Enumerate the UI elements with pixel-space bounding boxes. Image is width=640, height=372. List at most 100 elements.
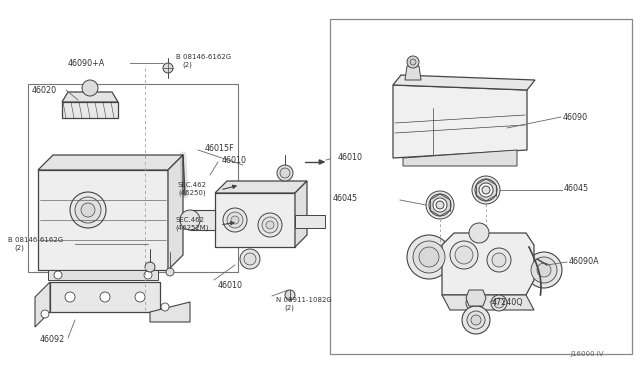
Text: N 08911-1082G: N 08911-1082G xyxy=(276,297,332,303)
Text: B 08146-6162G: B 08146-6162G xyxy=(176,54,231,60)
Circle shape xyxy=(526,252,562,288)
Circle shape xyxy=(258,213,282,237)
Text: SEC.462: SEC.462 xyxy=(175,217,204,223)
Polygon shape xyxy=(48,270,158,280)
Circle shape xyxy=(180,210,200,230)
Circle shape xyxy=(467,311,485,329)
Circle shape xyxy=(433,198,447,212)
Circle shape xyxy=(266,221,274,229)
Circle shape xyxy=(285,290,295,300)
Circle shape xyxy=(227,212,243,228)
Text: 46010: 46010 xyxy=(222,155,247,164)
Circle shape xyxy=(82,80,98,96)
Polygon shape xyxy=(215,193,295,247)
Text: (2): (2) xyxy=(14,245,24,251)
Text: (46252M): (46252M) xyxy=(175,225,209,231)
Circle shape xyxy=(436,201,444,209)
Bar xyxy=(28,84,238,272)
Polygon shape xyxy=(38,155,183,170)
Circle shape xyxy=(419,247,439,267)
Circle shape xyxy=(479,183,493,197)
Circle shape xyxy=(410,59,416,65)
Text: 46010: 46010 xyxy=(218,280,243,289)
Circle shape xyxy=(407,56,419,68)
Circle shape xyxy=(70,192,106,228)
Circle shape xyxy=(145,262,155,272)
Polygon shape xyxy=(295,215,325,228)
Circle shape xyxy=(166,268,174,276)
Text: (2): (2) xyxy=(284,305,294,311)
Circle shape xyxy=(537,263,551,277)
Circle shape xyxy=(426,191,454,219)
Circle shape xyxy=(472,176,500,204)
Circle shape xyxy=(65,292,75,302)
Text: 46020: 46020 xyxy=(32,86,57,94)
Circle shape xyxy=(223,208,247,232)
Text: 46090: 46090 xyxy=(563,112,588,122)
Circle shape xyxy=(135,292,145,302)
Polygon shape xyxy=(38,170,168,270)
Text: (2): (2) xyxy=(182,62,192,68)
Circle shape xyxy=(161,303,169,311)
Circle shape xyxy=(81,203,95,217)
Text: 46090+A: 46090+A xyxy=(68,58,105,67)
Circle shape xyxy=(262,217,278,233)
Text: 46092: 46092 xyxy=(40,336,65,344)
Circle shape xyxy=(462,306,490,334)
Polygon shape xyxy=(393,85,527,158)
Polygon shape xyxy=(405,66,421,80)
Circle shape xyxy=(471,315,481,325)
Circle shape xyxy=(469,223,489,243)
Circle shape xyxy=(487,248,511,272)
Polygon shape xyxy=(393,75,535,90)
Circle shape xyxy=(407,235,451,279)
Circle shape xyxy=(531,257,557,283)
Circle shape xyxy=(163,63,173,73)
Polygon shape xyxy=(403,150,517,166)
Text: 46015F: 46015F xyxy=(205,144,235,153)
Circle shape xyxy=(41,310,49,318)
Circle shape xyxy=(231,216,239,224)
Bar xyxy=(330,19,632,354)
Text: J16000 IV: J16000 IV xyxy=(570,351,604,357)
Circle shape xyxy=(54,271,62,279)
Polygon shape xyxy=(295,181,307,247)
Polygon shape xyxy=(215,181,307,193)
Polygon shape xyxy=(150,302,190,322)
Polygon shape xyxy=(62,102,118,118)
Polygon shape xyxy=(466,290,486,306)
Circle shape xyxy=(466,295,482,311)
Polygon shape xyxy=(190,210,215,230)
Text: SEC.462: SEC.462 xyxy=(178,182,207,188)
Circle shape xyxy=(413,241,445,273)
Polygon shape xyxy=(442,295,534,310)
Circle shape xyxy=(277,165,293,181)
Text: 46090A: 46090A xyxy=(569,257,600,266)
Circle shape xyxy=(244,253,256,265)
Circle shape xyxy=(429,194,451,216)
Circle shape xyxy=(100,292,110,302)
Circle shape xyxy=(240,249,260,269)
Circle shape xyxy=(482,186,490,194)
Polygon shape xyxy=(50,282,160,312)
Circle shape xyxy=(144,271,152,279)
Circle shape xyxy=(491,295,507,311)
Text: 47240Q: 47240Q xyxy=(492,298,524,308)
Circle shape xyxy=(280,168,290,178)
Polygon shape xyxy=(442,233,534,295)
Text: B 08146-6162G: B 08146-6162G xyxy=(8,237,63,243)
Polygon shape xyxy=(168,155,183,270)
Polygon shape xyxy=(62,92,118,102)
Circle shape xyxy=(475,179,497,201)
Circle shape xyxy=(469,298,479,308)
Circle shape xyxy=(494,298,504,308)
Text: 46045: 46045 xyxy=(333,193,358,202)
Text: (46250): (46250) xyxy=(178,190,205,196)
Circle shape xyxy=(450,241,478,269)
Circle shape xyxy=(75,197,101,223)
Polygon shape xyxy=(35,282,50,327)
Circle shape xyxy=(455,246,473,264)
Circle shape xyxy=(492,253,506,267)
Text: 46045: 46045 xyxy=(564,183,589,192)
Text: 46010: 46010 xyxy=(338,153,363,161)
